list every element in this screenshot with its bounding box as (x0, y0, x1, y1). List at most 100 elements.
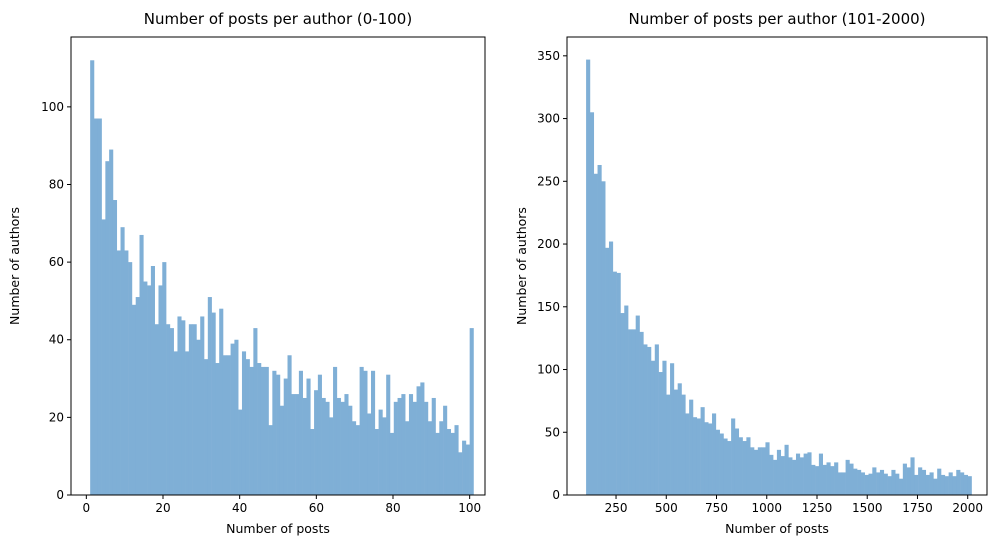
left-bar (139, 234, 144, 495)
left-bar (298, 370, 303, 495)
right-y-tick-label: 200 (537, 237, 560, 251)
right-bar (960, 472, 965, 495)
right-bar (673, 389, 678, 495)
left-bar (181, 320, 186, 495)
right-histogram: Number of posts per author (101-2000) Nu… (514, 10, 988, 536)
right-x-tick-label: 250 (605, 501, 628, 515)
right-bar (712, 413, 717, 495)
left-bar (363, 370, 368, 495)
right-x-tick-label: 750 (705, 501, 728, 515)
right-bar (811, 464, 816, 495)
left-bar (408, 394, 414, 495)
right-y-tick-label: 100 (537, 363, 560, 377)
left-bar (211, 312, 216, 495)
left-bar (196, 339, 201, 495)
left-bar (169, 328, 174, 495)
left-bar (188, 324, 193, 495)
left-y-tick-label: 60 (49, 255, 64, 269)
left-bar (272, 370, 277, 495)
right-y-tick-label: 300 (537, 112, 560, 126)
right-bar (696, 418, 701, 495)
right-bar (818, 453, 823, 495)
right-bar (700, 407, 705, 495)
right-bar (704, 422, 709, 495)
right-bar (807, 452, 812, 495)
right-bar (921, 469, 927, 495)
right-y-tick-label: 150 (537, 300, 560, 314)
right-bar (899, 478, 904, 495)
right-bar (876, 472, 881, 495)
right-bar (765, 442, 770, 495)
left-bar (120, 227, 125, 495)
right-x-tick-label: 1250 (802, 501, 833, 515)
left-plot-frame (70, 36, 486, 496)
left-bar (207, 297, 212, 495)
right-bar (887, 476, 892, 495)
right-bar (677, 383, 682, 495)
right-bar (658, 372, 663, 495)
left-bar (154, 324, 159, 495)
right-bar (822, 464, 827, 495)
right-bar (650, 360, 656, 495)
left-bar (382, 417, 387, 495)
left-x-axis-label: Number of posts (226, 521, 330, 536)
right-y-ticks: 0 50 100 150 200 250 300 350 (537, 49, 567, 502)
left-bar (260, 366, 266, 495)
right-bar (727, 441, 732, 495)
right-x-tick-label: 1000 (751, 501, 782, 515)
left-bar (439, 421, 444, 495)
left-bar (162, 262, 167, 495)
right-bar (834, 462, 839, 495)
left-bar (306, 378, 311, 495)
left-bar (344, 394, 349, 495)
right-plot-frame (566, 36, 988, 496)
right-bar (895, 473, 900, 495)
left-bar (109, 149, 114, 495)
left-bar (147, 285, 152, 495)
left-bar (348, 405, 353, 495)
left-bar (276, 374, 281, 495)
right-bar (723, 438, 728, 495)
left-bar (427, 421, 433, 495)
left-bar (105, 161, 110, 495)
right-bar (803, 453, 808, 495)
right-bar (853, 468, 858, 495)
right-x-axis-label: Number of posts (725, 521, 829, 536)
right-chart-title: Number of posts per author (101-2000) (628, 10, 925, 28)
left-bar (173, 351, 178, 495)
right-bar (624, 305, 629, 495)
right-bar (879, 469, 885, 495)
right-bar (940, 474, 946, 495)
left-bar (367, 413, 372, 495)
right-x-ticks: 250 500 750 1000 1250 1500 1750 2000 (605, 495, 983, 515)
left-bar (465, 444, 470, 495)
left-bar (359, 366, 364, 495)
left-bar (128, 262, 133, 495)
right-bar (608, 241, 614, 495)
left-bar (238, 409, 243, 495)
right-y-tick-label: 250 (537, 174, 560, 188)
left-bar (112, 200, 118, 495)
right-bar (868, 473, 873, 495)
left-bar (101, 219, 106, 496)
left-bar (352, 421, 357, 495)
left-bar (469, 328, 474, 495)
right-bar (910, 457, 915, 495)
right-y-tick-label: 350 (537, 49, 560, 63)
right-bar (944, 476, 949, 495)
right-bar (662, 360, 667, 495)
right-bar (929, 472, 934, 495)
left-bar (431, 397, 436, 495)
right-bar (685, 413, 690, 495)
left-bar (321, 397, 326, 495)
left-chart-title: Number of posts per author (0-100) (144, 10, 412, 28)
left-bar (283, 378, 288, 495)
left-bar (412, 401, 417, 495)
right-bar (967, 476, 972, 495)
left-y-tick-label: 40 (49, 333, 64, 347)
right-bar (864, 474, 869, 495)
left-bar (257, 363, 262, 495)
left-bar (310, 429, 315, 495)
left-x-tick-label: 80 (385, 501, 400, 515)
right-bar (925, 474, 930, 495)
